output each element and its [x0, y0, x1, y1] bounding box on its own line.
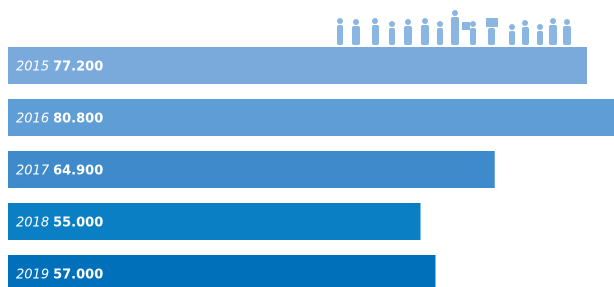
year-label: 2016 — [16, 111, 49, 126]
bar-label: 2016 80.800 — [16, 111, 103, 126]
year-label: 2018 — [16, 215, 49, 230]
chart: 2015 77.200 2016 80.800 201764.900 2018 55.000… — [0, 0, 614, 287]
value-label: 55.000 — [53, 215, 103, 230]
value-label: 80.800 — [53, 111, 103, 126]
bar-label: 2019 57.000 — [16, 267, 103, 282]
year-label: 2017 — [16, 163, 50, 178]
bar-label: 2015 77.200 — [16, 59, 103, 74]
year-label: 2015 — [16, 59, 49, 74]
people-silhouette — [337, 10, 571, 45]
value-label: 77.200 — [53, 59, 103, 74]
year-label: 2019 — [16, 267, 49, 282]
value-label: 57.000 — [53, 267, 103, 282]
value-label: 64.900 — [53, 163, 103, 178]
bar-label: 2018 55.000 — [16, 215, 103, 230]
